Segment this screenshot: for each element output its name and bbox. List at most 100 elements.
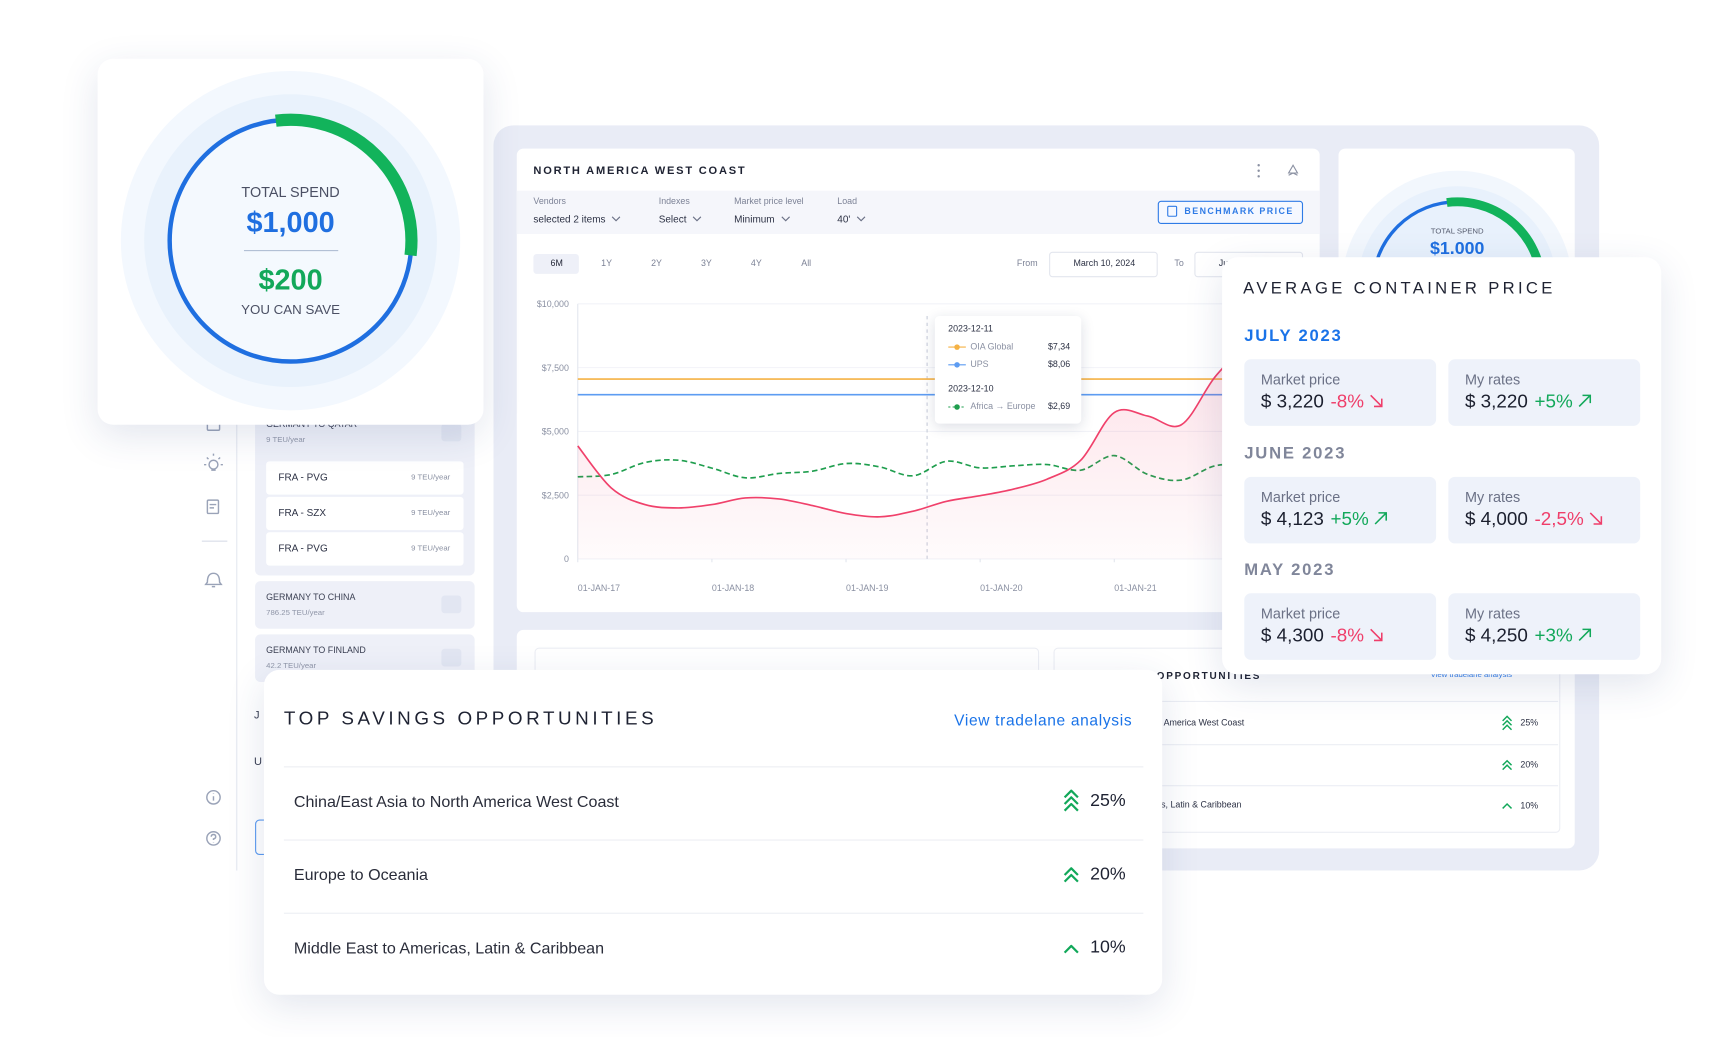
dropdown-caret[interactable] bbox=[692, 216, 703, 223]
filter-value[interactable]: Minimum bbox=[734, 214, 791, 225]
filter-label: Load bbox=[837, 196, 858, 207]
panel-actions[interactable] bbox=[1251, 161, 1306, 181]
benchmark-button-label[interactable]: BENCHMARK PRICE bbox=[1184, 206, 1294, 217]
savings-title: TOP SAVINGS OPPORTUNITIES bbox=[283, 708, 658, 730]
tooltip-swatch bbox=[948, 404, 966, 410]
month-label: MAY 2023 bbox=[1244, 560, 1336, 580]
price-value: $ 4,300 -8% bbox=[1261, 626, 1384, 645]
month-label: JUNE 2023 bbox=[1244, 443, 1347, 463]
mini-savings-link[interactable]: View tradelane analysis bbox=[1430, 671, 1512, 680]
cropped-text: J bbox=[253, 709, 260, 722]
mini-spend-label: TOTAL SPEND bbox=[1430, 227, 1484, 236]
benchmark-icon bbox=[1167, 205, 1178, 217]
dropdown-caret[interactable] bbox=[611, 216, 622, 223]
lane-row[interactable] bbox=[266, 461, 464, 495]
range-tab[interactable]: 2Y bbox=[651, 258, 662, 269]
lane-volume: 9 TEU/year bbox=[411, 474, 451, 482]
recycle-icon[interactable] bbox=[1287, 164, 1299, 176]
price-box: My rates $ 4,000 -2,5% bbox=[1448, 476, 1641, 543]
x-tick-label: 01-JAN-18 bbox=[712, 583, 754, 593]
icon-doc-lines bbox=[209, 503, 217, 509]
price-box: My rates $ 3,220 +5% bbox=[1448, 359, 1641, 426]
icon-info bbox=[206, 789, 221, 805]
price-box: Market price $ 4,300 -8% bbox=[1244, 593, 1437, 660]
x-tick-label: 01-JAN-19 bbox=[846, 583, 888, 593]
lane-row[interactable] bbox=[266, 496, 464, 531]
mini-saving: 10% bbox=[1520, 800, 1539, 811]
savings-percent: 25% bbox=[1090, 791, 1126, 811]
icon-bell bbox=[204, 572, 223, 588]
price-change: +5% bbox=[1534, 390, 1573, 412]
range-tab[interactable]: 4Y bbox=[750, 258, 762, 269]
lane-group[interactable] bbox=[255, 581, 475, 629]
tooltip-date: 2023-12-11 bbox=[948, 323, 993, 334]
price-change: -2,5% bbox=[1534, 507, 1584, 529]
filter-value[interactable]: Select bbox=[659, 214, 703, 225]
y-tick-label: 0 bbox=[564, 554, 569, 564]
series-line bbox=[577, 341, 1250, 518]
range-tab-active[interactable] bbox=[533, 253, 579, 274]
filter-label: Indexes bbox=[658, 196, 690, 207]
arrow-down bbox=[1370, 628, 1383, 642]
price-label: My rates bbox=[1464, 370, 1521, 388]
range-tab[interactable]: 1Y bbox=[601, 258, 613, 269]
tradelane-link[interactable]: View tradelane analysis bbox=[954, 710, 1133, 729]
dropdown-caret[interactable] bbox=[780, 216, 791, 223]
from-label: From bbox=[1016, 258, 1038, 269]
price-change: +3% bbox=[1534, 624, 1573, 646]
savings-card bbox=[263, 669, 1163, 995]
row-divider bbox=[1153, 744, 1559, 746]
icon-doc bbox=[206, 499, 220, 515]
filter-value[interactable]: selected 2 items bbox=[533, 214, 622, 225]
mini-saving: 25% bbox=[1520, 717, 1539, 728]
row-divider bbox=[283, 839, 1144, 841]
y-tick-label: $10,000 bbox=[537, 299, 569, 309]
lane-row[interactable] bbox=[266, 532, 464, 566]
sidebar-divider bbox=[236, 125, 238, 871]
price-box: Market price $ 3,220 -8% bbox=[1244, 359, 1437, 426]
cropped-text: U bbox=[253, 756, 262, 769]
savings-lane: Middle East to Americas, Latin & Caribbe… bbox=[293, 940, 605, 958]
dropdown-caret[interactable] bbox=[856, 216, 867, 223]
x-tick-label: 01-JAN-21 bbox=[1114, 583, 1156, 593]
row-divider bbox=[1153, 700, 1559, 702]
row-divider bbox=[1153, 785, 1559, 787]
savings-lane: China/East Asia to North America West Co… bbox=[293, 793, 619, 812]
filter-label: Market price level bbox=[734, 196, 804, 207]
group-volume: 786.25 TEU/year bbox=[266, 609, 325, 618]
mini-saving: 20% bbox=[1520, 759, 1539, 770]
filter-value[interactable]: 40' bbox=[837, 214, 867, 225]
from-date-input[interactable] bbox=[1049, 251, 1158, 278]
icon-bulb bbox=[208, 459, 219, 470]
icon-bulb-rays bbox=[204, 453, 223, 471]
y-tick-label: $7,500 bbox=[542, 363, 569, 373]
expand-toggle[interactable] bbox=[441, 595, 462, 614]
lane-name: FRA - SZX bbox=[278, 507, 327, 519]
x-tick-label: 01-JAN-17 bbox=[578, 583, 620, 593]
range-tab[interactable]: 3Y bbox=[700, 258, 712, 269]
savings-amount: $200 bbox=[258, 262, 323, 297]
price-change: -8% bbox=[1330, 390, 1364, 412]
price-label: Market price bbox=[1260, 370, 1341, 388]
tooltip-series: UPS bbox=[970, 359, 989, 370]
group-name: GERMANY TO FINLAND bbox=[266, 645, 366, 656]
range-tab[interactable]: 6M bbox=[550, 258, 563, 269]
expand-toggle[interactable] bbox=[441, 648, 462, 667]
price-label: My rates bbox=[1464, 487, 1521, 505]
from-date: March 10, 2024 bbox=[1073, 258, 1136, 269]
range-tab[interactable]: All bbox=[801, 258, 812, 269]
price-chart: $10,000 $7,500 $5,000 $2,500 0 01-JAN-17 01-JA… bbox=[537, 299, 1282, 593]
arrow-down bbox=[1589, 511, 1603, 525]
savings-chevrons bbox=[1063, 789, 1079, 954]
group-name: GERMANY TO CHINA bbox=[266, 592, 356, 603]
to-date: Ju bbox=[1218, 258, 1229, 269]
lane-name: FRA - PVG bbox=[278, 542, 328, 554]
price-label: My rates bbox=[1464, 604, 1521, 622]
lane-name: FRA - PVG bbox=[278, 471, 328, 483]
benchmark-button[interactable] bbox=[1157, 200, 1304, 225]
x-tick-label: 01-JAN-20 bbox=[980, 583, 1022, 593]
collapse-toggle[interactable] bbox=[441, 423, 462, 442]
spend-label: TOTAL SPEND bbox=[241, 183, 340, 201]
